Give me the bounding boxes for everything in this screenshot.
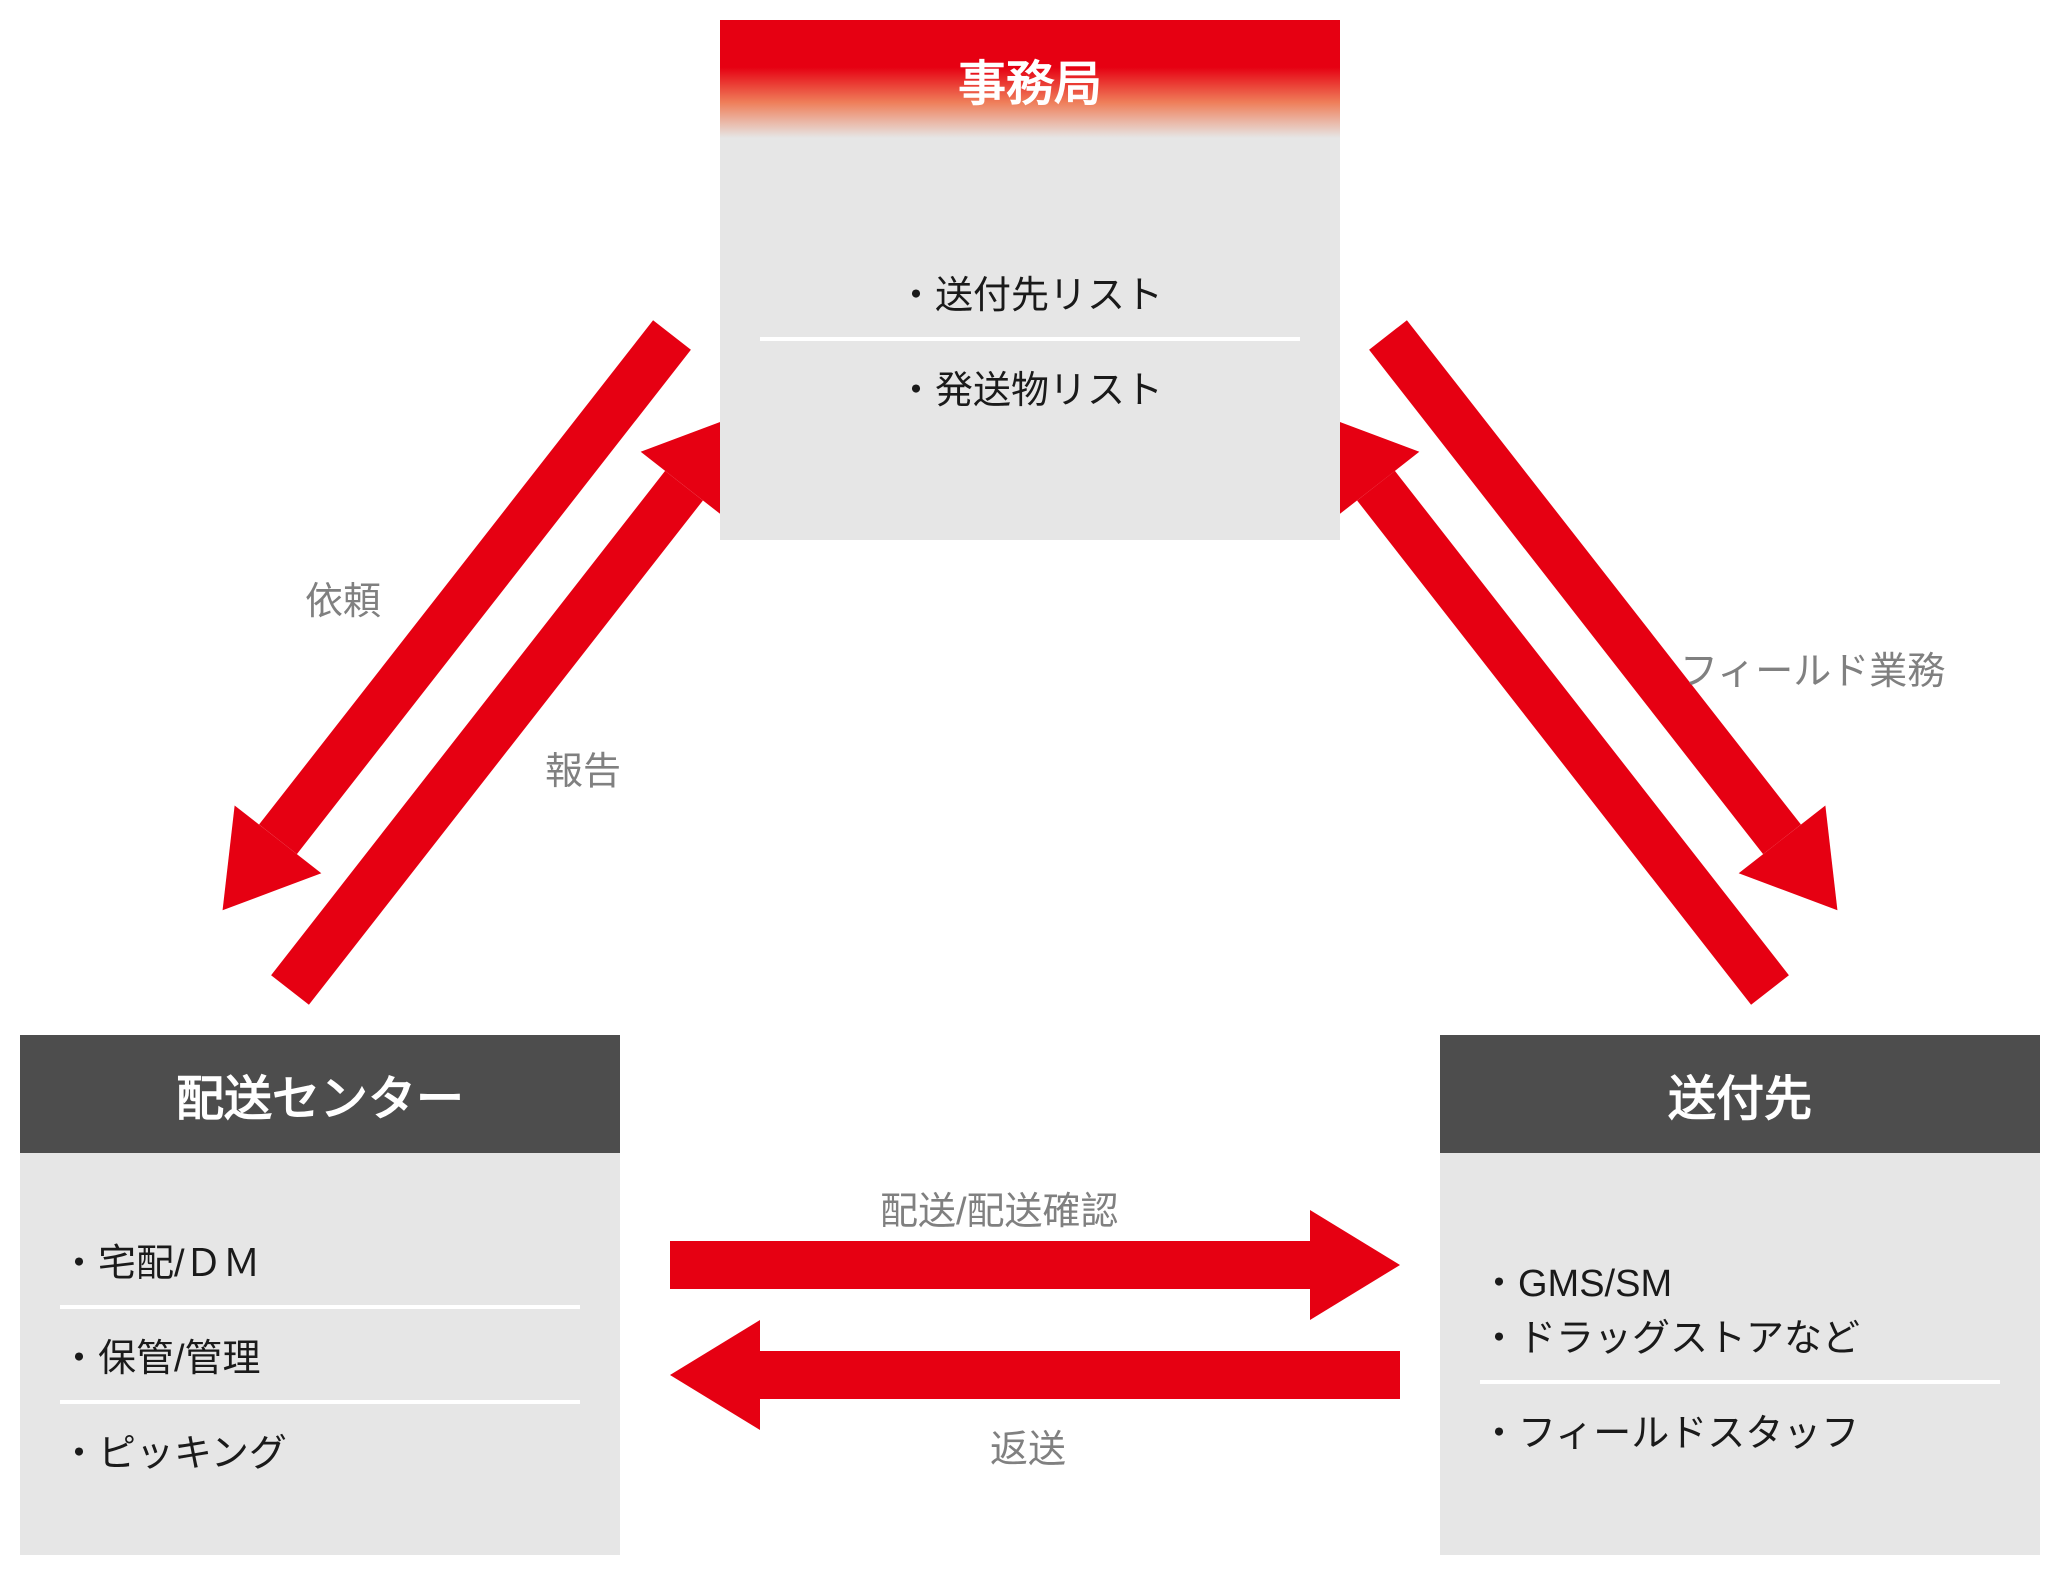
node-distribution-body: ・宅配/ＤＭ ・保管/管理 ・ピッキング (20, 1153, 620, 1555)
node-distribution: 配送センター ・宅配/ＤＭ ・保管/管理 ・ピッキング (20, 1035, 620, 1555)
node-destination-title: 送付先 (1668, 1073, 1812, 1126)
label-report: 報告 (545, 740, 621, 795)
destination-item-1: ・フィールドスタッフ (1480, 1384, 2000, 1475)
node-destination-body: ・GMS/SM ・ドラッグストアなど ・フィールドスタッフ (1440, 1153, 2040, 1555)
label-delivery: 配送/配送確認 (880, 1180, 1119, 1235)
node-distribution-title: 配送センター (176, 1073, 464, 1126)
node-office: 事務局 ・送付先リスト ・発送物リスト (720, 20, 1340, 540)
office-item-0: ・送付先リスト (760, 246, 1300, 337)
arrow-office-to-distribution (179, 301, 715, 944)
node-office-title: 事務局 (958, 58, 1102, 111)
node-destination: 送付先 ・GMS/SM ・ドラッグストアなど ・フィールドスタッフ (1440, 1035, 2040, 1555)
node-destination-header: 送付先 (1440, 1035, 2040, 1153)
node-office-body: ・送付先リスト ・発送物リスト (720, 138, 1340, 540)
arrow-office-to-destination (1345, 301, 1881, 944)
label-return: 返送 (990, 1418, 1066, 1473)
label-request: 依頼 (305, 570, 381, 625)
node-distribution-header: 配送センター (20, 1035, 620, 1153)
arrow-destination-to-office (1277, 381, 1813, 1024)
node-office-header: 事務局 (720, 20, 1340, 138)
arrow-distribution-to-office (247, 381, 783, 1024)
distribution-item-1: ・保管/管理 (60, 1309, 580, 1400)
workflow-diagram: 事務局 ・送付先リスト ・発送物リスト 配送センター ・宅配/ＤＭ ・保管/管理… (0, 0, 2063, 1579)
distribution-item-0: ・宅配/ＤＭ (60, 1214, 580, 1305)
label-field-work: フィールド業務 (1680, 640, 1945, 695)
destination-item-0: ・GMS/SM ・ドラッグストアなど (1480, 1234, 2000, 1380)
office-item-1: ・発送物リスト (760, 341, 1300, 432)
arrow-destination-to-distribution (670, 1320, 1400, 1430)
distribution-item-2: ・ピッキング (60, 1404, 580, 1495)
